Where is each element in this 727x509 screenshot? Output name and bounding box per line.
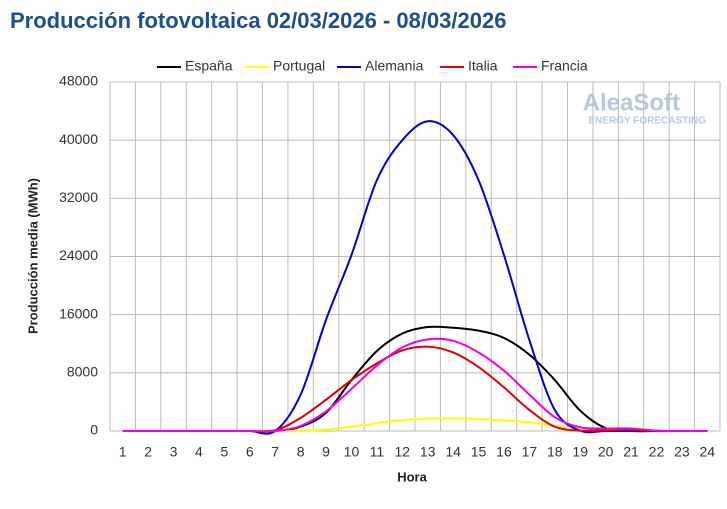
- y-tick-label: 24000: [59, 247, 98, 263]
- x-tick-label: 23: [674, 444, 690, 460]
- y-axis-title: Producción media (MWh): [25, 178, 40, 334]
- x-tick-label: 1: [119, 444, 127, 460]
- legend-label: España: [185, 58, 233, 74]
- x-tick-label: 12: [395, 444, 411, 460]
- watermark-brand: AleaSoft: [583, 89, 680, 116]
- x-tick-label: 24: [700, 444, 716, 460]
- x-tick-label: 17: [522, 444, 538, 460]
- y-tick-label: 16000: [59, 305, 98, 321]
- y-tick-label: 48000: [59, 73, 98, 89]
- x-tick-label: 5: [220, 444, 228, 460]
- legend-label: Portugal: [273, 58, 325, 74]
- y-tick-label: 40000: [59, 131, 98, 147]
- x-tick-label: 3: [170, 444, 178, 460]
- series-line: [122, 337, 708, 433]
- x-tick-label: 13: [420, 444, 436, 460]
- chart-title: Producción fotovoltaica 02/03/2026 - 08/…: [10, 8, 506, 33]
- watermark-tagline: ENERGY FORECASTING: [588, 116, 706, 127]
- x-tick-label: 21: [623, 444, 639, 460]
- x-tick-label: 11: [370, 444, 385, 460]
- x-tick-label: 4: [195, 444, 203, 460]
- x-tick-label: 22: [649, 444, 665, 460]
- x-tick-label: 20: [598, 444, 614, 460]
- x-tick-label: 14: [445, 444, 461, 460]
- y-tick-label: 0: [90, 422, 98, 438]
- x-tick-label: 19: [572, 444, 588, 460]
- legend-label: Francia: [541, 58, 588, 74]
- x-axis-title: Hora: [397, 469, 427, 484]
- y-tick-label: 8000: [67, 364, 98, 380]
- x-tick-label: 15: [471, 444, 487, 460]
- legend-label: Italia: [468, 58, 498, 74]
- x-tick-label: 6: [246, 444, 254, 460]
- x-tick-label: 8: [297, 444, 305, 460]
- x-tick-label: 9: [322, 444, 330, 460]
- x-tick-label: 7: [271, 444, 279, 460]
- x-tick-label: 2: [144, 444, 152, 460]
- legend-label: Alemania: [365, 58, 424, 74]
- x-tick-label: 16: [496, 444, 512, 460]
- x-tick-label: 10: [344, 444, 360, 460]
- x-tick-label: 18: [547, 444, 563, 460]
- y-tick-label: 32000: [59, 189, 98, 205]
